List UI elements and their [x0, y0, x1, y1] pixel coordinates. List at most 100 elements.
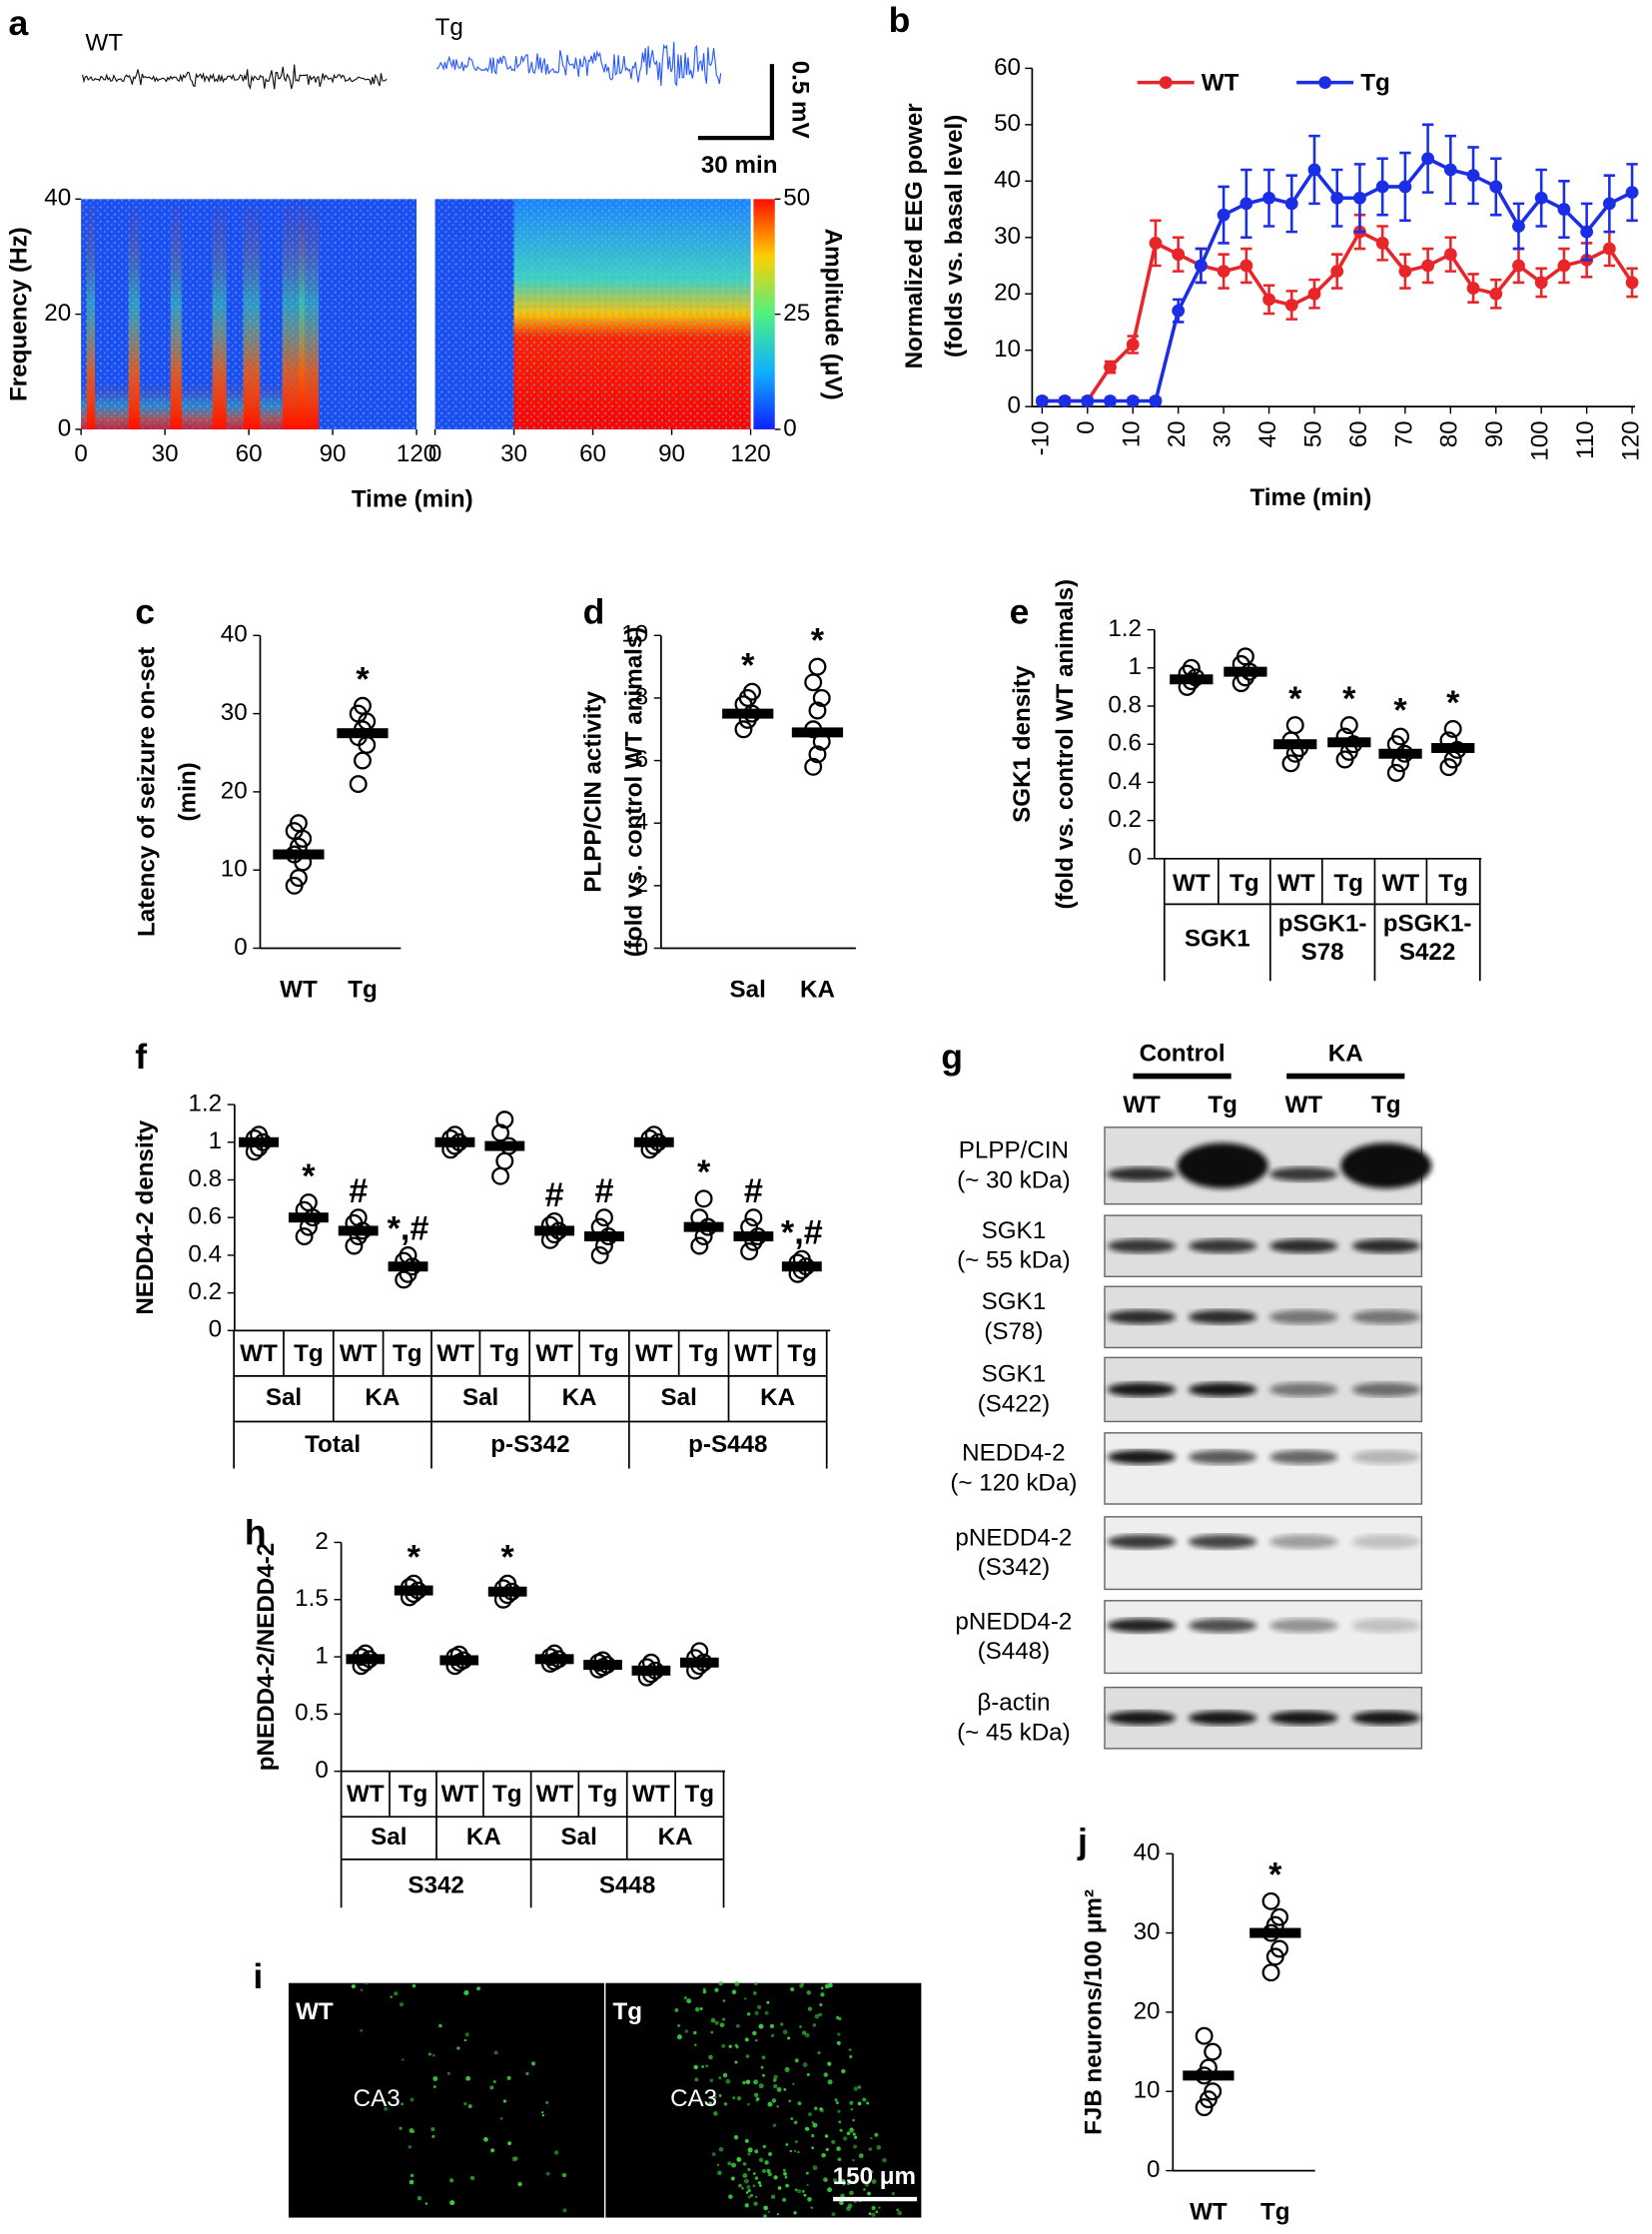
eeg-trace: [82, 64, 388, 90]
blot-strip: [1104, 1432, 1423, 1505]
fluorescence: [818, 2012, 823, 2017]
mean-bar: [1431, 743, 1475, 754]
row-label: (~ 30 kDa): [957, 1166, 1071, 1193]
fluorescence: [814, 2013, 820, 2019]
y-tick-label: 4: [635, 809, 648, 836]
y-tick-label: 0: [315, 1757, 328, 1784]
fluorescence: [674, 2007, 679, 2012]
y-tick-label: 10: [221, 856, 248, 883]
mean-bar: [1327, 737, 1371, 748]
lane-label: WT: [1123, 1092, 1161, 1118]
fluorescence: [754, 2149, 759, 2154]
fluorescence: [757, 2004, 762, 2009]
y-tick-label: 0: [1008, 392, 1021, 419]
fluorescence: [834, 2098, 838, 2102]
fluorescence: [735, 2023, 740, 2028]
fluorescence: [804, 2126, 809, 2131]
x-tick-label: Tg: [1438, 870, 1468, 897]
fluorescence: [768, 2151, 773, 2156]
fluorescence: [770, 2194, 776, 2199]
y-axis-label: PLPP/CIN activity: [579, 691, 606, 893]
fluorescence: [794, 2058, 799, 2063]
image-label: Tg: [612, 1998, 642, 2025]
fluorescence: [409, 2179, 414, 2185]
fluorescence: [790, 2117, 794, 2120]
y-tick-label: 40: [221, 621, 248, 648]
fluorescence: [718, 2147, 724, 2152]
blot-band: [1107, 1382, 1177, 1397]
x-tick-label: WT: [280, 977, 318, 1004]
fluorescence: [850, 2127, 853, 2131]
fluorescence: [408, 2145, 413, 2149]
mean-bar: [534, 1225, 575, 1236]
point: [1625, 276, 1639, 290]
fluorescence: [857, 2085, 862, 2089]
x-tick-label: Tg: [1260, 2199, 1290, 2226]
data-point: [395, 1270, 413, 1289]
legend-label: WT: [1202, 69, 1239, 96]
fluorescence: [793, 2120, 798, 2125]
x-tick-label: Sal: [730, 977, 766, 1004]
mean-bar: [781, 1261, 822, 1272]
y-tick-label: 30: [1134, 1918, 1161, 1945]
x-tick-label: 60: [579, 440, 606, 467]
mean-bar: [346, 1654, 386, 1665]
fluorescence: [802, 2062, 808, 2068]
blot-band: [1351, 1534, 1420, 1549]
blot-band: [1188, 1382, 1257, 1397]
fluorescence: [683, 1996, 687, 2000]
panel-title: Tg: [435, 14, 463, 41]
y-tick-label: 20: [44, 300, 71, 327]
mean-bar: [1378, 748, 1422, 759]
scale-bar-label: 30 min: [701, 152, 778, 179]
annotation: *: [741, 647, 755, 685]
fluorescence: [517, 2181, 522, 2187]
fluorescence: [742, 2162, 747, 2166]
y-tick-label: 1: [1129, 653, 1142, 680]
fluorescence: [806, 2183, 809, 2187]
fluorescence: [365, 1981, 369, 1985]
y-tick-label: 0.6: [188, 1203, 222, 1230]
category-group-label: KA: [658, 1824, 693, 1851]
fluorescence: [731, 2162, 737, 2168]
panel-label: h: [245, 1513, 267, 1553]
mean-bar: [288, 1212, 329, 1223]
row-label: (~ 120 kDa): [950, 1469, 1077, 1496]
fluorescence: [719, 2022, 725, 2028]
point: [1104, 361, 1117, 374]
fluorescence: [743, 1997, 747, 2000]
category-group-label: KA: [562, 1384, 597, 1411]
annotation: *,#: [781, 1214, 823, 1252]
fluorescence: [783, 2087, 787, 2091]
annotation: *: [1446, 684, 1460, 722]
fluorescence: [819, 2106, 823, 2111]
fluorescence: [836, 2146, 841, 2152]
fluorescence: [758, 2083, 764, 2089]
category-group-label: KA: [760, 1384, 795, 1411]
blot-band: [1269, 1382, 1338, 1397]
fluorescence: [432, 2085, 436, 2089]
fluorescence: [787, 2036, 791, 2040]
y-axis-label: FJB neurons/100 μm²: [1080, 1889, 1107, 2135]
panel-label: d: [583, 591, 605, 631]
fluorescence: [745, 2191, 749, 2194]
row-label: SGK1: [982, 1217, 1047, 1244]
x-tick-label: 90: [320, 440, 347, 467]
blot-band: [1188, 1449, 1257, 1465]
data-point: [299, 1193, 318, 1212]
x-tick-label: Tg: [399, 1781, 428, 1808]
fluorescence: [790, 1986, 795, 1992]
fluorescence: [409, 2127, 414, 2133]
x-tick-label: 40: [1254, 420, 1281, 447]
fluorescence: [541, 2114, 545, 2117]
fluorescence: [766, 2000, 770, 2004]
fluorescence: [728, 2044, 732, 2048]
x-tick-label: 110: [1572, 420, 1599, 459]
fluorescence: [799, 2025, 802, 2028]
fluorescence: [770, 2033, 775, 2037]
blot-band: [1269, 1534, 1338, 1549]
annotation: *: [501, 1539, 515, 1577]
data-point: [1285, 716, 1304, 735]
y-tick-label: 0: [635, 934, 648, 961]
fluorescence: [693, 2030, 697, 2035]
